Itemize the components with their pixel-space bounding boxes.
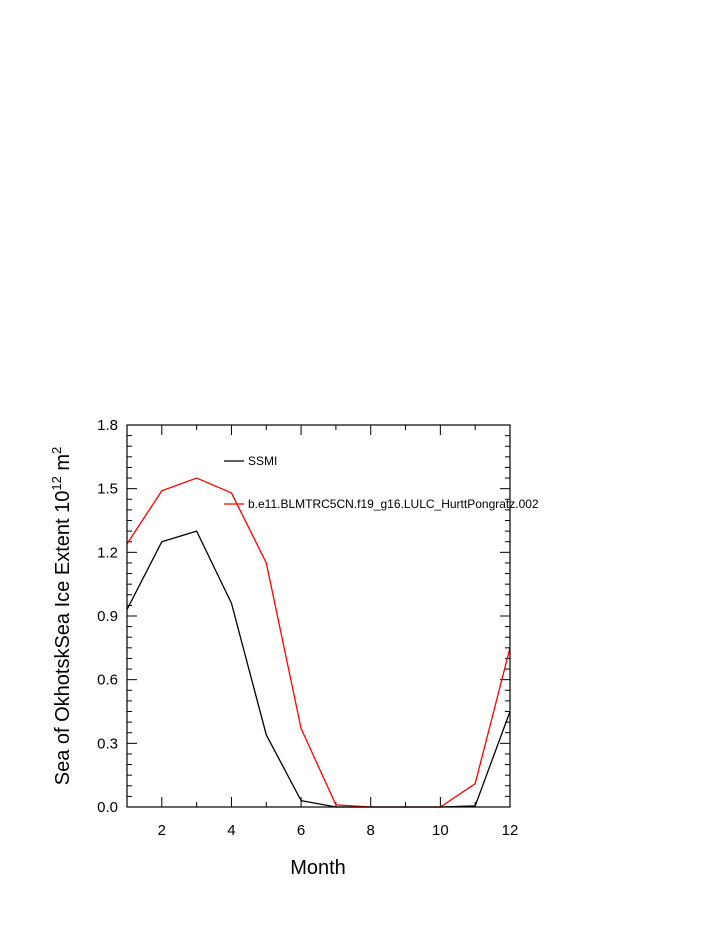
- x-tick-label: 4: [227, 822, 235, 839]
- y-axis-title-unit-exponent: 2: [49, 447, 64, 454]
- y-tick-label: 0.9: [97, 608, 118, 625]
- x-tick-label: 8: [367, 822, 375, 839]
- y-axis-title-unit: m: [52, 454, 74, 476]
- y-axis-title: Sea of OkhotskSea Ice Extent 1012 m2: [49, 447, 74, 786]
- legend-label-ssmi: SSMI: [248, 454, 277, 468]
- series-layer: [126, 477, 511, 808]
- legend: SSMI b.e11.BLMTRC5CN.f19_g16.LULC_HurttP…: [224, 454, 539, 511]
- y-tick-label: 0.3: [97, 735, 118, 752]
- y-tick-label: 0.6: [97, 672, 118, 689]
- x-tick-label: 12: [502, 822, 519, 839]
- x-tick-label: 10: [432, 822, 449, 839]
- x-tick-labels: 2 4 6 8 10 12: [158, 822, 519, 839]
- y-tick-label: 1.2: [97, 544, 118, 561]
- series-line-model: [126, 477, 511, 808]
- y-tick-label: 1.8: [97, 417, 118, 434]
- y-tick-labels: 0.0 0.3 0.6 0.9 1.2 1.5 1.8: [97, 417, 118, 816]
- y-tick-label: 1.5: [97, 481, 118, 498]
- y-axis-title-base: Sea of OkhotskSea Ice Extent 10: [52, 491, 74, 786]
- y-axis-title-exponent: 12: [49, 476, 64, 490]
- y-tick-label: 0.0: [97, 799, 118, 816]
- legend-label-model: b.e11.BLMTRC5CN.f19_g16.LULC_HurttPongra…: [248, 497, 539, 511]
- plot-frame: [126, 424, 511, 808]
- x-tick-label: 6: [297, 822, 305, 839]
- x-axis-title: Month: [290, 857, 346, 879]
- x-tick-label: 2: [158, 822, 166, 839]
